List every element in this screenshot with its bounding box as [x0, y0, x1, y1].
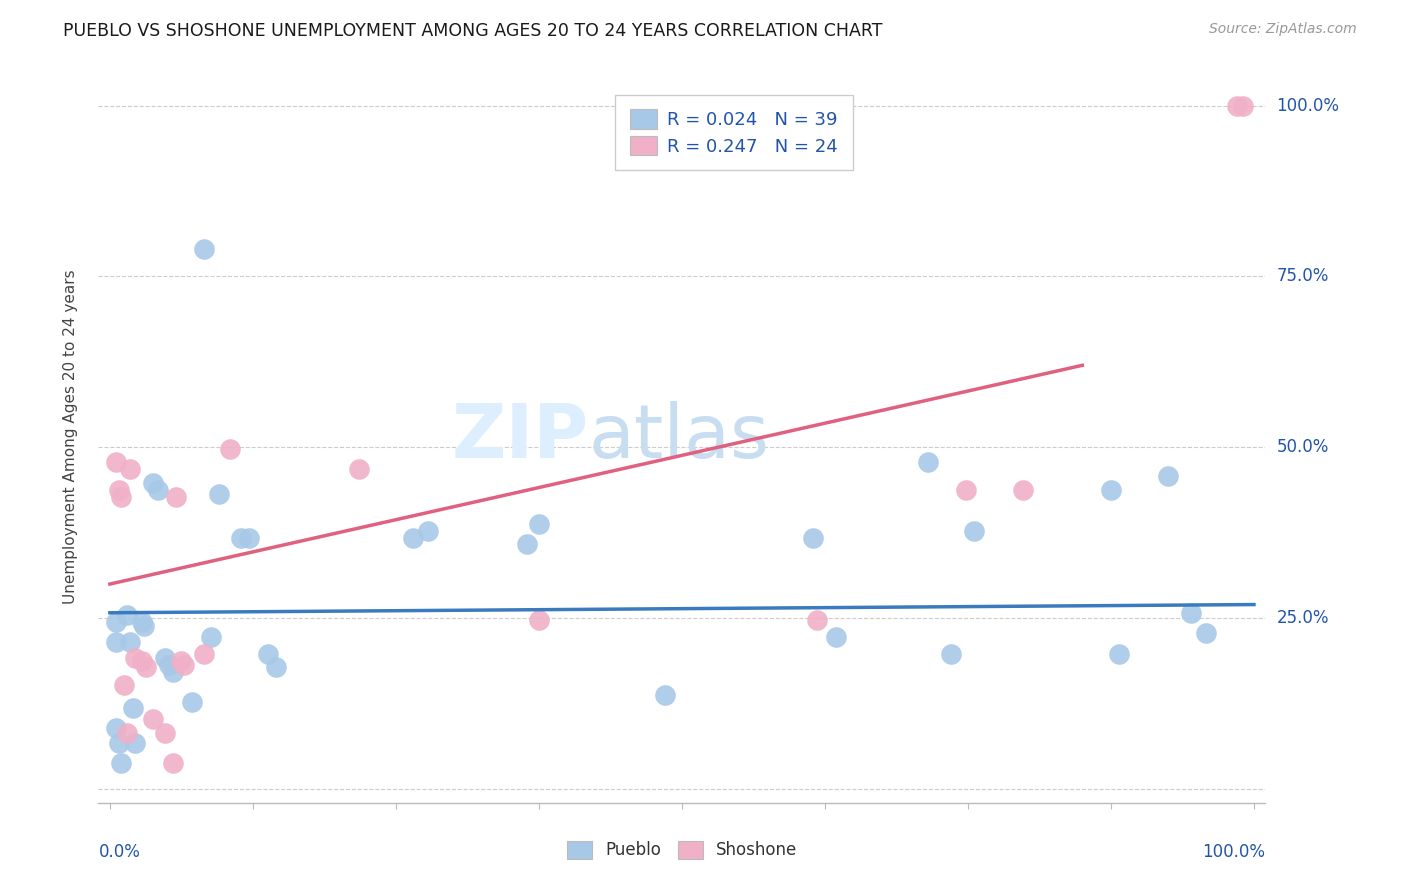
Point	[939, 647, 962, 661]
Point	[104, 615, 127, 629]
Point	[231, 531, 253, 545]
Point	[165, 490, 187, 504]
Point	[200, 631, 222, 645]
Point	[193, 242, 215, 256]
Point	[131, 615, 153, 629]
Text: 50.0%: 50.0%	[1277, 438, 1329, 457]
Text: Source: ZipAtlas.com: Source: ZipAtlas.com	[1209, 22, 1357, 37]
Text: 25.0%: 25.0%	[1277, 609, 1329, 627]
Point	[527, 613, 550, 627]
Point	[162, 665, 184, 679]
Point	[193, 647, 215, 661]
Point	[1108, 647, 1130, 661]
Point	[1180, 606, 1202, 620]
Text: PUEBLO VS SHOSHONE UNEMPLOYMENT AMONG AGES 20 TO 24 YEARS CORRELATION CHART: PUEBLO VS SHOSHONE UNEMPLOYMENT AMONG AG…	[63, 22, 883, 40]
Point	[135, 660, 157, 674]
Point	[1232, 98, 1254, 112]
Point	[803, 531, 825, 545]
Point	[349, 462, 371, 476]
Point	[238, 531, 260, 545]
Point	[108, 736, 131, 750]
Point	[962, 524, 984, 538]
Point	[124, 736, 146, 750]
Point	[955, 483, 977, 497]
Point	[1195, 626, 1218, 640]
Point	[146, 483, 169, 497]
Point	[131, 654, 153, 668]
Text: ZIP: ZIP	[451, 401, 589, 474]
Point	[121, 701, 143, 715]
Point	[115, 607, 138, 622]
Point	[1226, 98, 1249, 112]
Point	[112, 678, 135, 692]
Point	[219, 442, 242, 456]
Point	[153, 726, 176, 740]
Point	[806, 613, 828, 627]
Point	[1011, 483, 1033, 497]
Point	[142, 713, 165, 727]
Point	[527, 516, 550, 531]
Point	[115, 726, 138, 740]
Point	[162, 756, 184, 771]
Point	[104, 635, 127, 649]
Point	[256, 647, 278, 661]
Point	[654, 688, 676, 702]
Point	[142, 475, 165, 490]
Text: atlas: atlas	[589, 401, 769, 474]
Point	[416, 524, 439, 538]
Y-axis label: Unemployment Among Ages 20 to 24 years: Unemployment Among Ages 20 to 24 years	[63, 269, 77, 605]
Point	[104, 455, 127, 469]
Legend: Pueblo, Shoshone: Pueblo, Shoshone	[558, 832, 806, 868]
Point	[181, 695, 204, 709]
Text: 100.0%: 100.0%	[1202, 843, 1265, 861]
Point	[516, 537, 538, 551]
Point	[207, 487, 229, 501]
Point	[110, 756, 132, 771]
Point	[170, 654, 193, 668]
Point	[104, 721, 127, 735]
Point	[157, 657, 180, 672]
Point	[120, 462, 142, 476]
Text: 100.0%: 100.0%	[1277, 96, 1340, 114]
Point	[108, 483, 131, 497]
Point	[120, 635, 142, 649]
Text: 75.0%: 75.0%	[1277, 268, 1329, 285]
Point	[153, 651, 176, 665]
Point	[134, 619, 156, 633]
Point	[1099, 483, 1122, 497]
Text: 0.0%: 0.0%	[98, 843, 141, 861]
Point	[1157, 469, 1180, 483]
Point	[402, 531, 425, 545]
Point	[124, 651, 146, 665]
Point	[264, 660, 287, 674]
Point	[110, 490, 132, 504]
Point	[825, 631, 848, 645]
Point	[173, 657, 195, 672]
Point	[917, 455, 939, 469]
